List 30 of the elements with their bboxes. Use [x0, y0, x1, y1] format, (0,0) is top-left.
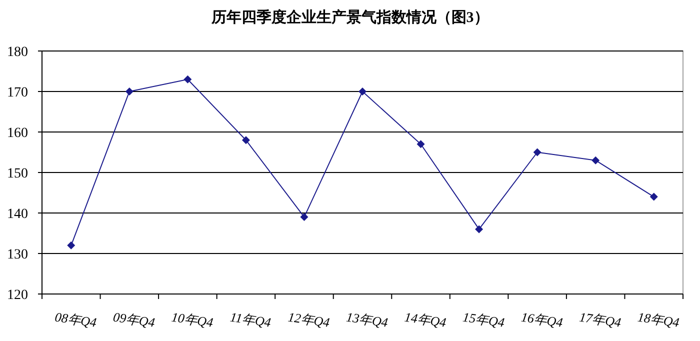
x-tick-label: 13年Q4: [345, 309, 390, 330]
y-tick-label: 120: [7, 288, 28, 303]
point: [475, 225, 484, 234]
point: [67, 241, 76, 250]
point: [125, 88, 134, 96]
x-tick-label: 18年Q4: [636, 309, 681, 330]
point: [533, 148, 542, 156]
y-tick-label: 130: [7, 248, 28, 262]
point: [416, 140, 425, 148]
x-tick-label: 16年Q4: [520, 309, 564, 330]
point: [592, 156, 600, 164]
y-tick-label: 170: [7, 86, 28, 100]
point: [184, 75, 192, 84]
point: [242, 136, 250, 144]
x-tick-label: 11年Q4: [229, 309, 272, 330]
x-tick-label: 10年Q4: [170, 309, 215, 330]
x-tick-label: 08年Q4: [54, 309, 98, 330]
x-tick-label: 14年Q4: [404, 309, 448, 330]
y-tick-label: 160: [7, 126, 28, 141]
y-tick-label: 150: [7, 166, 28, 182]
x-tick-label: 09年Q4: [112, 309, 156, 330]
point: [300, 213, 308, 222]
chart-title: 历年四季度企业生产景气指数情况（图3）: [210, 8, 489, 26]
point: [358, 88, 366, 96]
y-tick-label: 180: [7, 45, 28, 60]
x-tick-label: 15年Q4: [462, 309, 506, 330]
y-tick-label: 140: [7, 207, 28, 222]
x-tick-label: 17年Q4: [578, 309, 622, 330]
x-tick-label: 12年Q4: [287, 309, 332, 330]
point: [650, 192, 658, 201]
